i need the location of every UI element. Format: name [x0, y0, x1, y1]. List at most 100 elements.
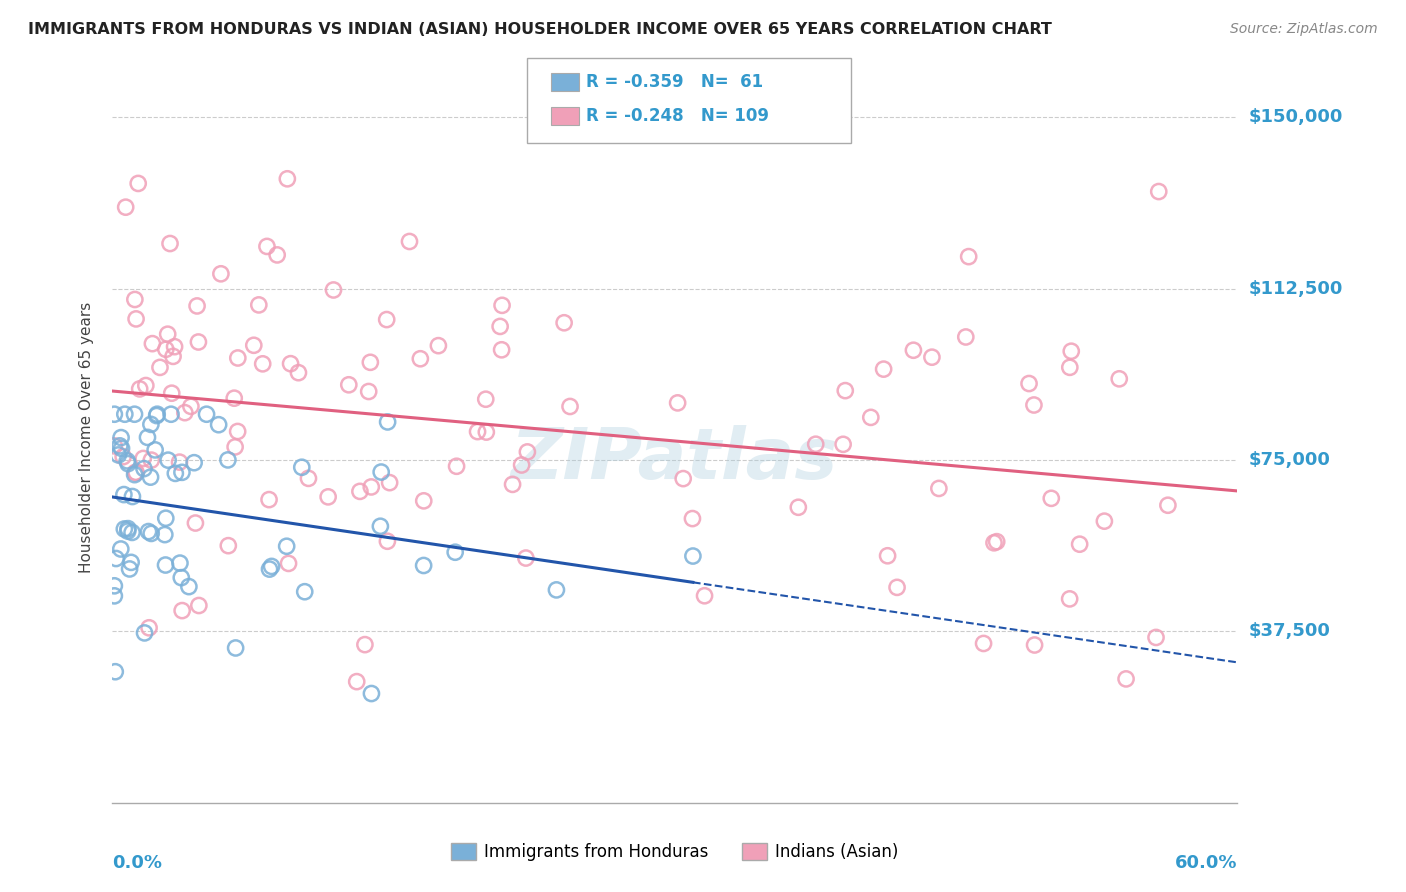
Point: [277, 557, 299, 571]
Point: [337, 377, 360, 392]
Point: [157, 453, 180, 467]
Point: [377, 415, 399, 429]
Point: [136, 430, 159, 444]
Point: [787, 500, 810, 515]
Point: [118, 562, 141, 576]
Point: [124, 293, 146, 307]
Point: [260, 559, 283, 574]
Point: [112, 450, 135, 464]
Point: [276, 171, 298, 186]
Point: [105, 551, 128, 566]
Point: [225, 640, 247, 655]
Point: [226, 351, 249, 365]
Point: [1022, 398, 1045, 412]
Point: [172, 604, 194, 618]
Point: [149, 360, 172, 375]
Point: [117, 457, 139, 471]
Point: [141, 336, 163, 351]
Point: [693, 589, 716, 603]
Point: [378, 475, 401, 490]
Point: [294, 584, 316, 599]
Point: [1147, 185, 1170, 199]
Text: $37,500: $37,500: [1249, 623, 1330, 640]
Point: [170, 466, 193, 480]
Point: [1069, 537, 1091, 551]
Point: [117, 454, 139, 468]
Point: [370, 519, 392, 533]
Point: [516, 445, 538, 459]
Point: [139, 470, 162, 484]
Point: [1157, 498, 1180, 512]
Point: [886, 580, 908, 594]
Legend: Immigrants from Honduras, Indians (Asian): Immigrants from Honduras, Indians (Asian…: [444, 836, 905, 868]
Point: [489, 319, 512, 334]
Point: [467, 425, 489, 439]
Point: [872, 362, 894, 376]
Point: [224, 391, 246, 405]
Point: [349, 484, 371, 499]
Point: [834, 384, 856, 398]
Point: [125, 312, 148, 326]
Point: [859, 410, 882, 425]
Point: [141, 526, 163, 541]
Point: [928, 482, 950, 496]
Point: [832, 437, 855, 451]
Point: [446, 459, 468, 474]
Point: [259, 562, 281, 576]
Point: [195, 407, 218, 421]
Point: [132, 461, 155, 475]
Point: [127, 177, 149, 191]
Point: [1040, 491, 1063, 506]
Point: [666, 396, 689, 410]
Point: [359, 355, 381, 369]
Point: [128, 382, 150, 396]
Point: [110, 541, 132, 556]
Point: [973, 636, 995, 650]
Point: [291, 460, 314, 475]
Point: [412, 558, 434, 573]
Point: [146, 407, 169, 421]
Point: [183, 456, 205, 470]
Point: [114, 200, 136, 214]
Point: [681, 511, 703, 525]
Point: [103, 589, 125, 603]
Point: [377, 534, 399, 549]
Point: [163, 340, 186, 354]
Point: [139, 417, 162, 432]
Point: [132, 451, 155, 466]
Point: [256, 239, 278, 253]
Point: [226, 425, 249, 439]
Point: [125, 466, 148, 480]
Point: [280, 357, 302, 371]
Point: [160, 407, 183, 421]
Point: [117, 524, 139, 538]
Point: [986, 534, 1008, 549]
Point: [155, 511, 177, 525]
Point: [804, 437, 827, 451]
Point: [1115, 672, 1137, 686]
Point: [375, 312, 398, 326]
Point: [180, 400, 202, 414]
Point: [558, 400, 581, 414]
Point: [124, 407, 146, 421]
Point: [208, 417, 231, 432]
Point: [921, 350, 943, 364]
Point: [121, 490, 143, 504]
Point: [112, 522, 135, 536]
Point: [156, 327, 179, 342]
Point: [209, 267, 232, 281]
Point: [553, 316, 575, 330]
Point: [110, 442, 132, 456]
Text: 0.0%: 0.0%: [112, 854, 163, 872]
Point: [546, 582, 568, 597]
Point: [108, 439, 131, 453]
Point: [103, 439, 125, 453]
Point: [112, 487, 135, 501]
Point: [104, 665, 127, 679]
Point: [173, 406, 195, 420]
Point: [357, 384, 380, 399]
Point: [1018, 376, 1040, 391]
Point: [1144, 631, 1167, 645]
Text: R = -0.359   N=  61: R = -0.359 N= 61: [586, 73, 763, 91]
Point: [138, 621, 160, 635]
